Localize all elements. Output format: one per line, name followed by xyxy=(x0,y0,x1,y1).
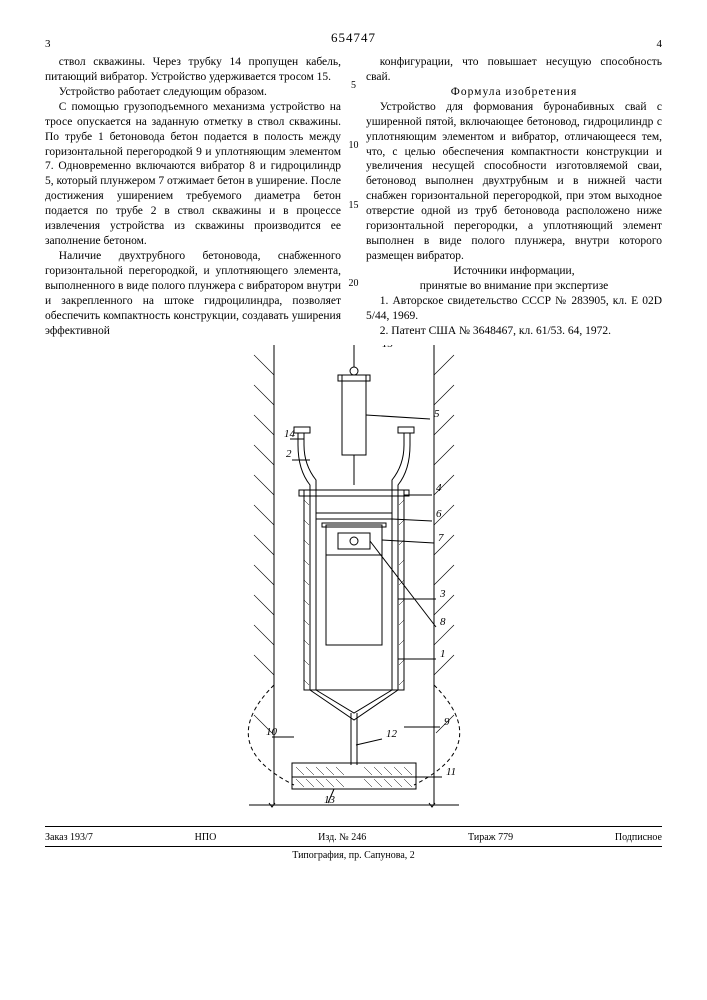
imprint-footer: Заказ 193/7 НПО Изд. № 246 Тираж 779 Под… xyxy=(45,826,662,864)
body-text: Наличие двухтрубного бетоновода, снабжен… xyxy=(45,249,341,339)
reference-item: 1. Авторское свидетельство СССР № 283905… xyxy=(366,294,662,324)
formula-title: Формула изобретения xyxy=(366,85,662,100)
figure-label: 1 xyxy=(440,648,446,660)
left-column: ствол скважины. Через трубку 14 пропущен… xyxy=(45,55,341,339)
figure-label: 8 xyxy=(440,616,446,628)
figure-label: 12 xyxy=(386,728,398,740)
body-text: Устройство для формования буронабивных с… xyxy=(366,100,662,264)
sources-subtitle: принятые во внимание при экспертизе xyxy=(366,279,662,294)
sources-title: Источники информации, xyxy=(366,264,662,279)
body-text: конфигурации, что повышает несущую спосо… xyxy=(366,55,662,85)
figure-label: 6 xyxy=(436,508,442,520)
figure-svg: 15 5 14 2 4 6 7 3 8 1 12 9 10 11 13 xyxy=(104,345,604,815)
figure-label: 10 xyxy=(266,726,278,738)
figure-label: 9 xyxy=(444,716,450,728)
footer-tirazh: Тираж 779 xyxy=(468,831,513,844)
figure-label: 3 xyxy=(439,588,446,600)
line-marker: 15 xyxy=(346,199,362,212)
footer-order: Заказ 193/7 xyxy=(45,831,93,844)
line-marker: 20 xyxy=(346,277,362,290)
figure-label: 13 xyxy=(324,794,336,806)
patent-figure: 15 5 14 2 4 6 7 3 8 1 12 9 10 11 13 xyxy=(45,345,662,820)
footer-typography: Типография, пр. Сапунова, 2 xyxy=(45,846,662,864)
figure-label: 4 xyxy=(436,482,442,494)
figure-label: 2 xyxy=(286,448,292,460)
line-marker: 5 xyxy=(346,79,362,92)
figure-label: 15 xyxy=(382,345,394,350)
body-text: ствол скважины. Через трубку 14 пропущен… xyxy=(45,55,341,85)
figure-label: 14 xyxy=(284,428,296,440)
figure-label: 5 xyxy=(434,408,440,420)
page-number-left: 3 xyxy=(45,37,51,51)
line-marker: 10 xyxy=(346,139,362,152)
footer-izd: Изд. № 246 xyxy=(318,831,366,844)
footer-sub: Подписное xyxy=(615,831,662,844)
reference-item: 2. Патент США № 3648467, кл. 61/53. 64, … xyxy=(366,324,662,339)
footer-npo: НПО xyxy=(195,831,217,844)
figure-label: 11 xyxy=(446,766,456,778)
document-number: 654747 xyxy=(45,30,662,47)
page-number-right: 4 xyxy=(657,37,663,51)
body-text: С помощью грузоподъемного механизма устр… xyxy=(45,100,341,249)
body-text: Устройство работает следующим образом. xyxy=(45,85,341,100)
figure-label: 7 xyxy=(438,532,444,544)
right-column: конфигурации, что повышает несущую спосо… xyxy=(366,55,662,339)
